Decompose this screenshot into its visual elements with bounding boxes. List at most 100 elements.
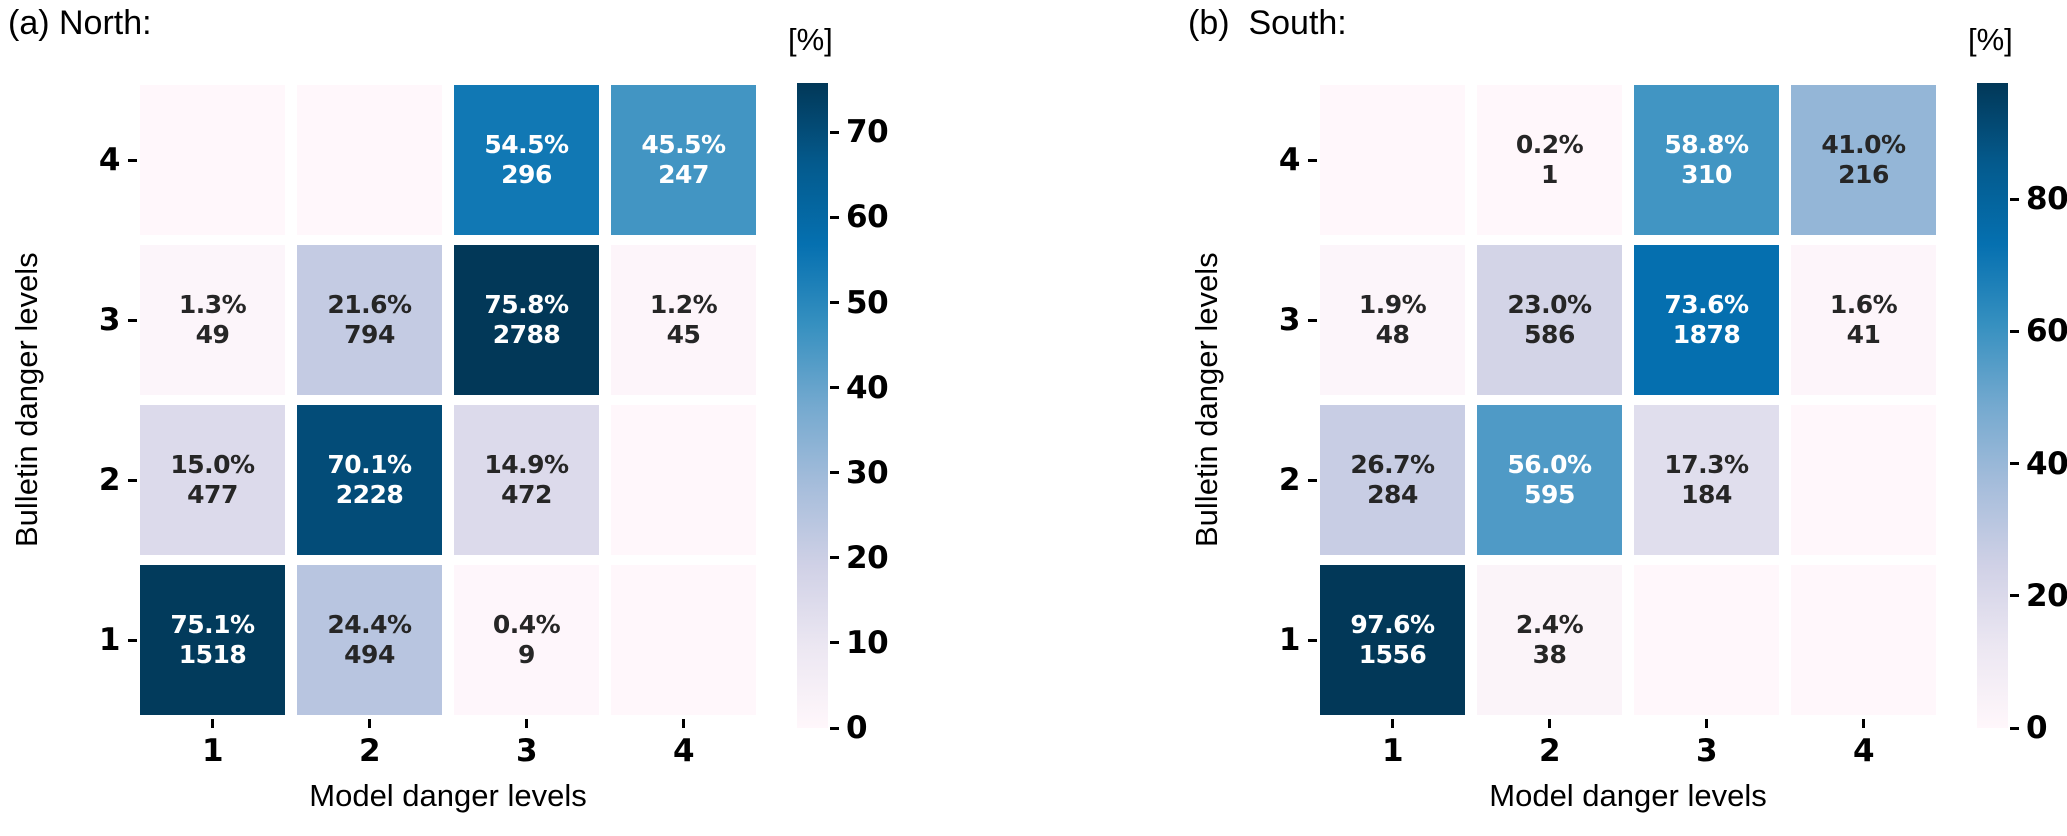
cell-count: 9 xyxy=(518,640,535,669)
cell-count: 494 xyxy=(344,640,395,669)
heatmap-grid: 0.2% 1 58.8% 310 41.0% 216 1.9% 48 23.0% 586 73.6%… xyxy=(1320,85,1936,715)
colorbar-tick-label: 60 xyxy=(2026,313,2067,350)
cell-percentage: 17.3% xyxy=(1664,449,1749,479)
colorbar-tick-label: 30 xyxy=(846,454,889,491)
heatmap-cell-r2-c2: 56.0% 595 xyxy=(1477,405,1622,555)
colorbar-ticks: 0 10 20 30 40 50 60 70 xyxy=(828,83,938,746)
y-tick-mark xyxy=(128,638,137,642)
cell-count: 41 xyxy=(1846,320,1881,349)
y-tick-mark xyxy=(1308,638,1317,642)
y-tick-label: 2 xyxy=(98,462,121,498)
heatmap-cell-r4-c4: 45.5% 247 xyxy=(611,85,756,235)
x-axis-ticks: 1 2 3 4 xyxy=(140,715,756,805)
y-axis-ticks: 4 3 2 1 xyxy=(0,85,140,715)
colorbar-tick-label: 60 xyxy=(846,199,889,236)
colorbar-tick-label: 50 xyxy=(846,284,889,321)
cell-percentage: 14.9% xyxy=(484,449,569,479)
x-tick-mark xyxy=(1391,719,1394,728)
colorbar-tick-mark xyxy=(830,215,839,219)
cell-percentage: 21.6% xyxy=(327,289,412,319)
cell-percentage: 1.3% xyxy=(178,289,247,319)
heatmap-cell-r1-c3: 0.4% 9 xyxy=(454,565,599,715)
x-axis-ticks: 1 2 3 4 xyxy=(1320,715,1936,805)
colorbar-tick-mark xyxy=(2010,462,2019,466)
heatmap-cell-r4-c3: 54.5% 296 xyxy=(454,85,599,235)
x-tick-label: 3 xyxy=(515,733,538,769)
x-tick-label: 2 xyxy=(358,733,381,769)
cell-percentage: 75.8% xyxy=(484,289,569,319)
heatmap-cell-r3-c4: 1.6% 41 xyxy=(1791,245,1936,395)
colorbar-tick-mark xyxy=(830,301,839,305)
heatmap-cell-r4-c1 xyxy=(140,85,285,235)
cell-percentage: 45.5% xyxy=(641,129,726,159)
heatmap-cell-r2-c1: 26.7% 284 xyxy=(1320,405,1465,555)
heatmap-cell-r2-c3: 17.3% 184 xyxy=(1634,405,1779,555)
cell-percentage: 97.6% xyxy=(1350,609,1435,639)
colorbar-tick-mark xyxy=(830,726,839,730)
cell-percentage: 24.4% xyxy=(327,609,412,639)
x-tick-label: 1 xyxy=(1381,733,1404,769)
y-tick-label: 3 xyxy=(1278,302,1301,338)
heatmap-cell-r3-c1: 1.9% 48 xyxy=(1320,245,1465,395)
cell-percentage: 54.5% xyxy=(484,129,569,159)
colorbar-tick-label: 0 xyxy=(846,710,868,746)
heatmap-cell-r1-c2: 24.4% 494 xyxy=(297,565,442,715)
heatmap-cell-r3-c2: 21.6% 794 xyxy=(297,245,442,395)
y-tick-mark xyxy=(1308,478,1317,482)
cell-percentage: 1.6% xyxy=(1829,289,1898,319)
cell-percentage: 70.1% xyxy=(327,449,412,479)
cell-percentage: 15.0% xyxy=(170,449,255,479)
cell-count: 45 xyxy=(666,320,701,349)
cell-count: 296 xyxy=(501,160,552,189)
cell-count: 49 xyxy=(195,320,230,349)
colorbar-tick-mark xyxy=(2010,197,2019,201)
colorbar-tick-mark xyxy=(830,641,839,645)
y-tick-label: 3 xyxy=(98,302,121,338)
cell-count: 310 xyxy=(1681,160,1732,189)
colorbar-tick-mark xyxy=(830,471,839,475)
y-tick-label: 1 xyxy=(1278,622,1301,658)
cell-count: 38 xyxy=(1532,640,1567,669)
x-tick-mark xyxy=(1705,719,1708,728)
heatmap-cell-r3-c3: 75.8% 2788 xyxy=(454,245,599,395)
cell-percentage: 1.9% xyxy=(1358,289,1427,319)
y-tick-label: 2 xyxy=(1278,462,1301,498)
cell-percentage: 56.0% xyxy=(1507,449,1592,479)
cell-percentage: 41.0% xyxy=(1821,129,1906,159)
colorbar-tick-mark xyxy=(830,386,839,390)
heatmap-cell-r1-c1: 97.6% 1556 xyxy=(1320,565,1465,715)
y-tick-label: 4 xyxy=(1278,142,1301,178)
colorbar-tick-label: 0 xyxy=(2026,710,2048,746)
colorbar-tick-label: 70 xyxy=(846,114,889,151)
cell-percentage: 23.0% xyxy=(1507,289,1592,319)
cell-percentage: 75.1% xyxy=(170,609,255,639)
colorbar-tick-label: 80 xyxy=(2026,181,2067,218)
cell-count: 247 xyxy=(658,160,709,189)
heatmap-cell-r1-c4 xyxy=(611,565,756,715)
heatmap-cell-r3-c1: 1.3% 49 xyxy=(140,245,285,395)
panel-south-title: (b) South: xyxy=(1188,4,1347,42)
y-tick-mark xyxy=(128,478,137,482)
colorbar-tick-mark xyxy=(830,556,839,560)
x-tick-label: 3 xyxy=(1695,733,1718,769)
cell-count: 1 xyxy=(1541,160,1558,189)
heatmap-cell-r3-c3: 73.6% 1878 xyxy=(1634,245,1779,395)
cell-count: 595 xyxy=(1524,480,1575,509)
heatmap-cell-r4-c3: 58.8% 310 xyxy=(1634,85,1779,235)
cell-count: 48 xyxy=(1375,320,1410,349)
heatmap-cell-r1-c3 xyxy=(1634,565,1779,715)
cell-percentage: 0.4% xyxy=(492,609,561,639)
colorbar-tick-label: 40 xyxy=(846,369,889,406)
x-tick-mark xyxy=(368,719,371,728)
panel-north-title: (a) North: xyxy=(8,4,152,42)
cell-percentage: 1.2% xyxy=(649,289,718,319)
x-tick-mark xyxy=(211,719,214,728)
heatmap-cell-r2-c3: 14.9% 472 xyxy=(454,405,599,555)
y-tick-mark xyxy=(1308,158,1317,162)
y-axis-ticks: 4 3 2 1 xyxy=(1180,85,1320,715)
cell-percentage: 58.8% xyxy=(1664,129,1749,159)
colorbar-tick-label: 40 xyxy=(2026,445,2067,482)
